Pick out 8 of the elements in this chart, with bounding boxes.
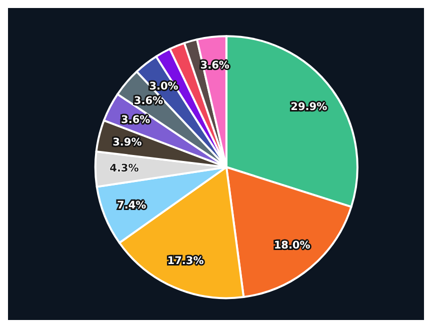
data-label: 29.9% <box>290 100 328 113</box>
data-label: 3.6% <box>134 94 164 107</box>
data-label: 3.9% <box>112 136 142 149</box>
data-label: 18.0% <box>274 239 311 252</box>
data-label: 3.6% <box>121 114 151 126</box>
data-label: 17.3% <box>167 254 204 267</box>
data-label: 4.3% <box>110 162 140 175</box>
data-label: 7.4% <box>117 199 147 212</box>
